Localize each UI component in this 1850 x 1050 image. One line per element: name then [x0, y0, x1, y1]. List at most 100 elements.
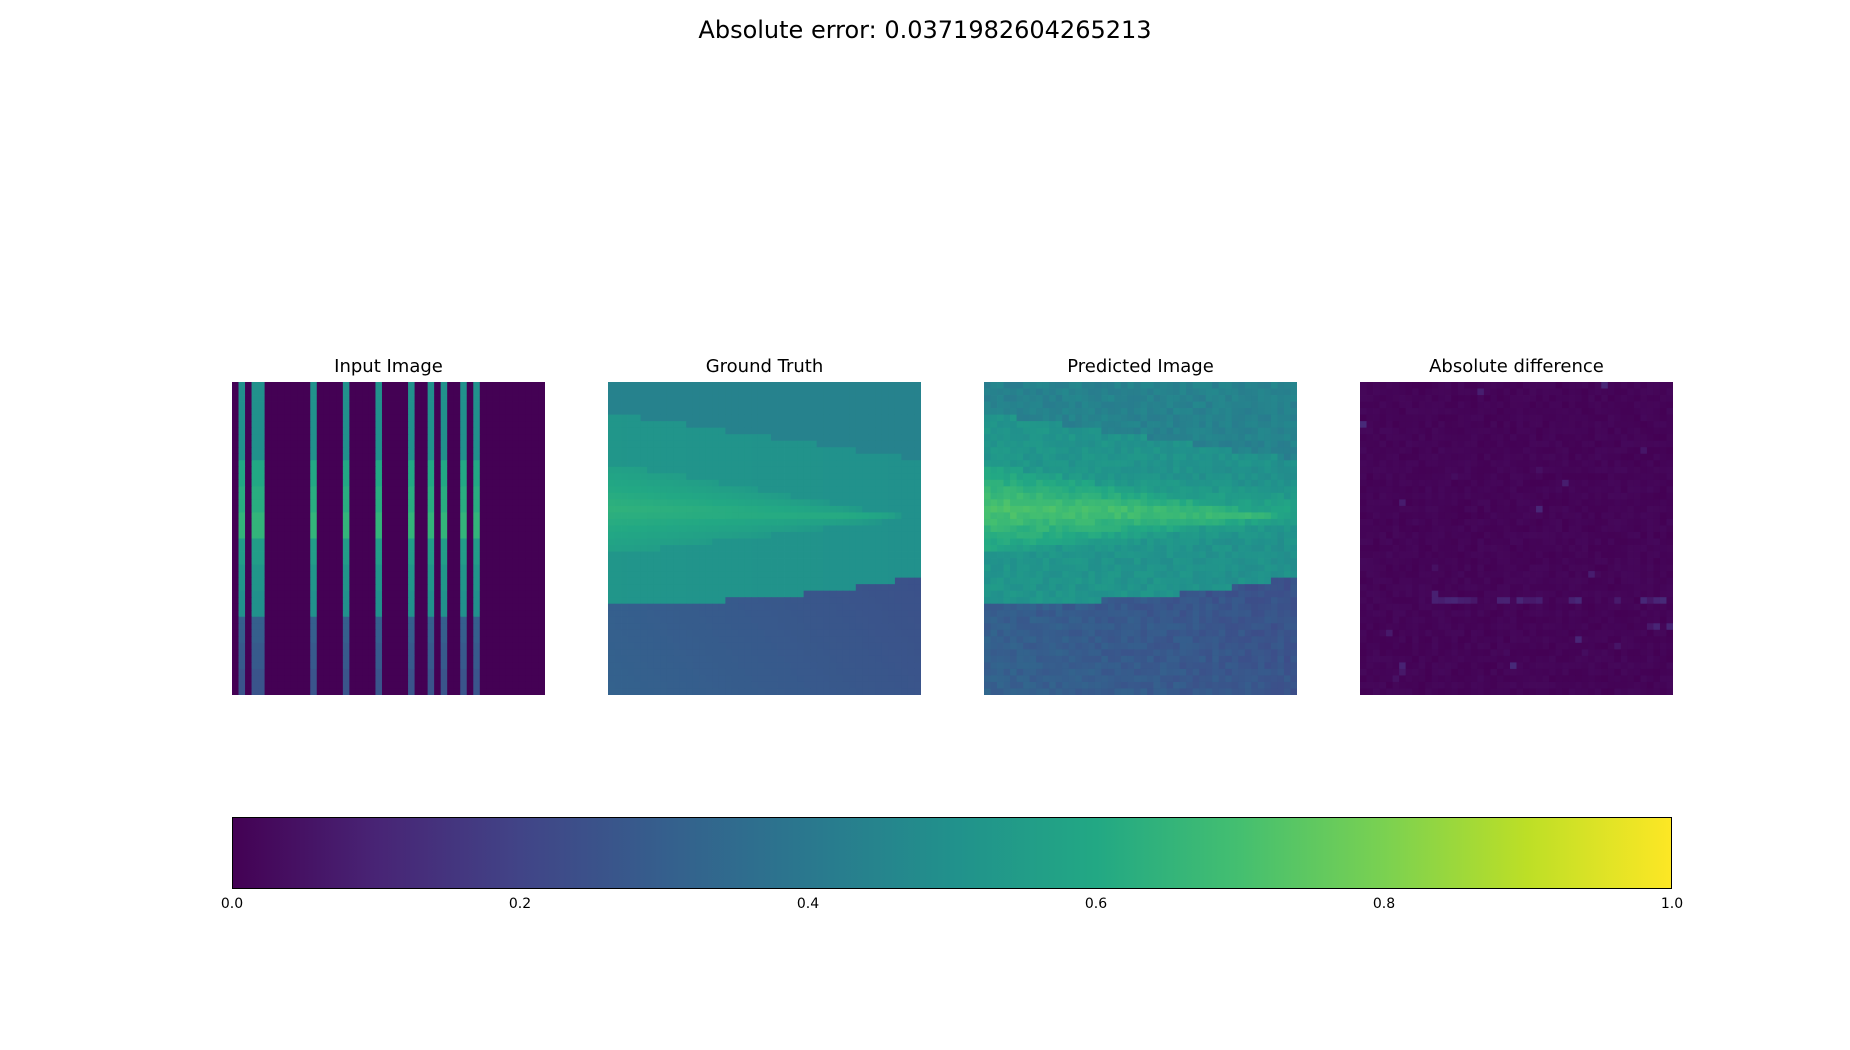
input-image-cell — [323, 571, 331, 579]
ground-truth-cell — [829, 499, 837, 507]
ground-truth-cell — [666, 577, 674, 585]
input-image-cell — [440, 499, 448, 507]
input-image-cell — [525, 505, 533, 513]
input-image-cell — [434, 577, 442, 585]
ground-truth-cell — [686, 649, 694, 657]
ground-truth-cell — [764, 610, 772, 618]
ground-truth-cell — [660, 434, 668, 442]
input-image-cell — [518, 681, 526, 689]
input-image-cell — [323, 427, 331, 435]
input-image-cell — [453, 440, 461, 448]
ground-truth-cell — [862, 616, 870, 624]
input-image-cell — [388, 518, 396, 526]
ground-truth-cell — [627, 486, 635, 494]
ground-truth-cell — [738, 636, 746, 644]
ground-truth-cell — [907, 440, 915, 448]
ground-truth-cell — [718, 492, 726, 500]
ground-truth-cell — [679, 525, 687, 533]
ground-truth-cell — [647, 577, 655, 585]
ground-truth-cell — [627, 655, 635, 663]
input-image-cell — [518, 584, 526, 592]
ground-truth-cell — [679, 603, 687, 611]
ground-truth-cell — [744, 623, 752, 631]
ground-truth-cell — [849, 427, 857, 435]
ground-truth-cell — [738, 655, 746, 663]
input-image-cell — [355, 434, 363, 442]
input-image-cell — [355, 440, 363, 448]
ground-truth-cell — [725, 382, 733, 389]
input-image-cell — [303, 603, 311, 611]
predicted-image-cell — [990, 421, 998, 429]
input-image-cell — [460, 675, 468, 683]
ground-truth-cell — [894, 421, 902, 429]
ground-truth-cell — [803, 401, 811, 409]
panel-title-input: Input Image — [334, 356, 443, 377]
ground-truth-cell — [836, 668, 844, 676]
input-image-cell — [342, 649, 350, 657]
input-image-cell — [297, 545, 305, 552]
input-image-cell — [316, 551, 324, 559]
ground-truth-cell — [875, 525, 883, 533]
ground-truth-cell — [725, 512, 733, 520]
ground-truth-cell — [901, 603, 909, 611]
ground-truth-cell — [888, 688, 896, 695]
ground-truth-cell — [621, 655, 628, 663]
ground-truth-cell — [686, 414, 694, 422]
input-image-cell — [316, 629, 324, 637]
input-image-cell — [336, 603, 344, 611]
input-image-cell — [440, 668, 448, 676]
input-image-cell — [531, 479, 539, 487]
ground-truth-cell — [738, 434, 746, 442]
input-image-cell — [401, 408, 409, 416]
input-image-cell — [329, 688, 337, 695]
input-image-cell — [310, 408, 318, 416]
input-image-cell — [479, 518, 487, 526]
input-image-cell — [323, 590, 331, 598]
ground-truth-cell — [725, 447, 733, 455]
predicted-image-cell — [1010, 382, 1018, 389]
ground-truth-cell — [647, 603, 655, 611]
input-image-cell — [427, 499, 435, 507]
input-image-cell — [492, 558, 500, 565]
ground-truth-cell — [744, 382, 752, 389]
ground-truth-cell — [608, 577, 615, 585]
ground-truth-cell — [810, 499, 818, 507]
input-image-cell — [251, 479, 259, 487]
input-image-cell — [277, 564, 285, 572]
input-image-cell — [232, 434, 239, 442]
input-image-cell — [355, 414, 363, 422]
ground-truth-cell — [731, 681, 739, 689]
ground-truth-cell — [855, 603, 863, 611]
input-image-cell — [238, 421, 246, 429]
input-image-cell — [349, 473, 357, 481]
ground-truth-cell — [862, 655, 870, 663]
predicted-image-cell — [1205, 395, 1213, 402]
input-image-cell — [492, 427, 500, 435]
ground-truth-cell — [810, 525, 818, 533]
input-image-cell — [316, 675, 324, 683]
ground-truth-cell — [829, 649, 837, 657]
ground-truth-cell — [862, 486, 870, 494]
ground-truth-cell — [764, 538, 772, 546]
input-image-cell — [232, 447, 239, 455]
input-image-cell — [453, 577, 461, 585]
ground-truth-cell — [666, 492, 674, 500]
input-image-cell — [284, 597, 292, 605]
input-image-cell — [323, 564, 331, 572]
input-image-cell — [434, 642, 442, 650]
ground-truth-cell — [907, 681, 915, 689]
input-image-cell — [486, 466, 494, 474]
input-image-cell — [355, 545, 363, 552]
ground-truth-cell — [894, 447, 902, 455]
ground-truth-cell — [751, 440, 759, 448]
predicted-image-cell — [1094, 408, 1102, 416]
input-image-cell — [323, 382, 331, 389]
input-image-cell — [453, 408, 461, 416]
ground-truth-cell — [790, 473, 798, 481]
ground-truth-cell — [705, 499, 713, 507]
input-image-cell — [342, 551, 350, 559]
ground-truth-cell — [634, 662, 642, 670]
ground-truth-cell — [914, 538, 921, 546]
input-image-cell — [375, 603, 383, 611]
input-image-cell — [290, 551, 298, 559]
